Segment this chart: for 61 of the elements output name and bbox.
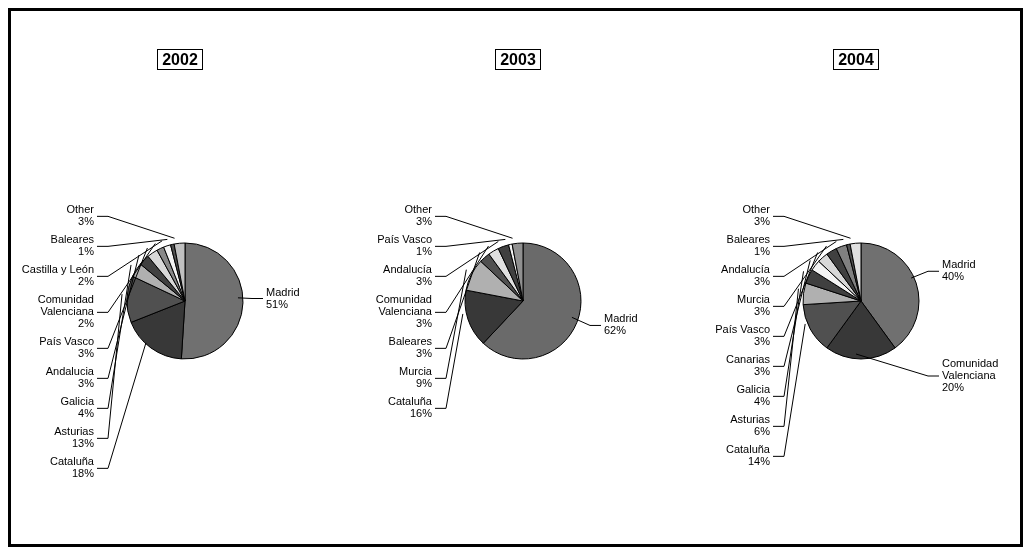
data-label: 3%	[416, 215, 433, 228]
slice-label: Castilla y León	[21, 263, 94, 276]
data-label: 3%	[754, 365, 771, 378]
slice-label: Asturias	[54, 425, 95, 438]
slice-label: Comunidad Valenciana	[942, 357, 999, 381]
chart-title: 2004	[833, 49, 879, 70]
data-label: 16%	[409, 407, 433, 420]
slice-label: País Vasco	[377, 233, 432, 246]
data-label: 20%	[942, 381, 965, 393]
slice-label: Asturias	[730, 413, 771, 426]
slice-label: Other	[404, 203, 433, 216]
slice-label: Murcia	[398, 365, 433, 378]
data-label: 3%	[78, 377, 95, 390]
slice-label: Comunidad Valenciana	[37, 293, 95, 318]
slice-label: Galicia	[736, 383, 771, 396]
slice-label: País Vasco	[39, 335, 94, 348]
slice-label: Comunidad Valenciana	[375, 293, 433, 318]
data-label: 2%	[78, 275, 95, 288]
slice-label: Cataluña	[725, 443, 771, 456]
chart-title: 2002	[157, 49, 203, 70]
data-label: 3%	[416, 347, 433, 360]
data-label: 1%	[416, 245, 433, 258]
data-label: 3%	[754, 275, 771, 288]
data-label: 4%	[78, 407, 95, 420]
data-label: 40%	[942, 270, 965, 283]
slice-label: Madrid	[942, 258, 976, 271]
data-label: 1%	[754, 245, 771, 258]
slice-label: Other	[66, 203, 95, 216]
data-label: 13%	[71, 437, 95, 450]
slice-label: Baleares	[50, 233, 95, 246]
slice-label: Cataluña	[387, 395, 433, 408]
data-label: 3%	[78, 347, 95, 360]
chart-title: 2003	[495, 49, 541, 70]
slice-label: Baleares	[388, 335, 433, 348]
data-label: 3%	[754, 305, 771, 318]
slice-label: Galicia	[60, 395, 95, 408]
data-label: 51%	[266, 297, 289, 310]
slice-label: Other	[742, 203, 771, 216]
slice-label: Andalucía	[383, 263, 433, 276]
data-label: 3%	[416, 275, 433, 288]
slice-label: Madrid	[266, 285, 300, 298]
slice-label: Andalucía	[721, 263, 771, 276]
data-label: 6%	[754, 425, 771, 438]
data-label: 2%	[78, 317, 95, 330]
slice-label: Murcia	[736, 293, 771, 306]
slice-label: Cataluña	[49, 455, 95, 468]
slice-label: Andalucia	[45, 365, 95, 378]
slice-label: País Vasco	[715, 323, 770, 336]
data-label: 3%	[754, 215, 771, 228]
slice-label: Baleares	[726, 233, 771, 246]
data-label: 4%	[754, 395, 771, 408]
data-label: 1%	[78, 245, 95, 258]
data-label: 18%	[71, 467, 95, 480]
data-label: 3%	[416, 317, 433, 330]
data-label: 3%	[754, 335, 771, 348]
data-label: 9%	[416, 377, 433, 390]
data-label: 62%	[604, 324, 627, 337]
data-label: 3%	[78, 215, 95, 228]
slice-label: Madrid	[604, 312, 638, 325]
data-label: 14%	[747, 455, 771, 468]
slice-label: Canarias	[725, 353, 771, 366]
